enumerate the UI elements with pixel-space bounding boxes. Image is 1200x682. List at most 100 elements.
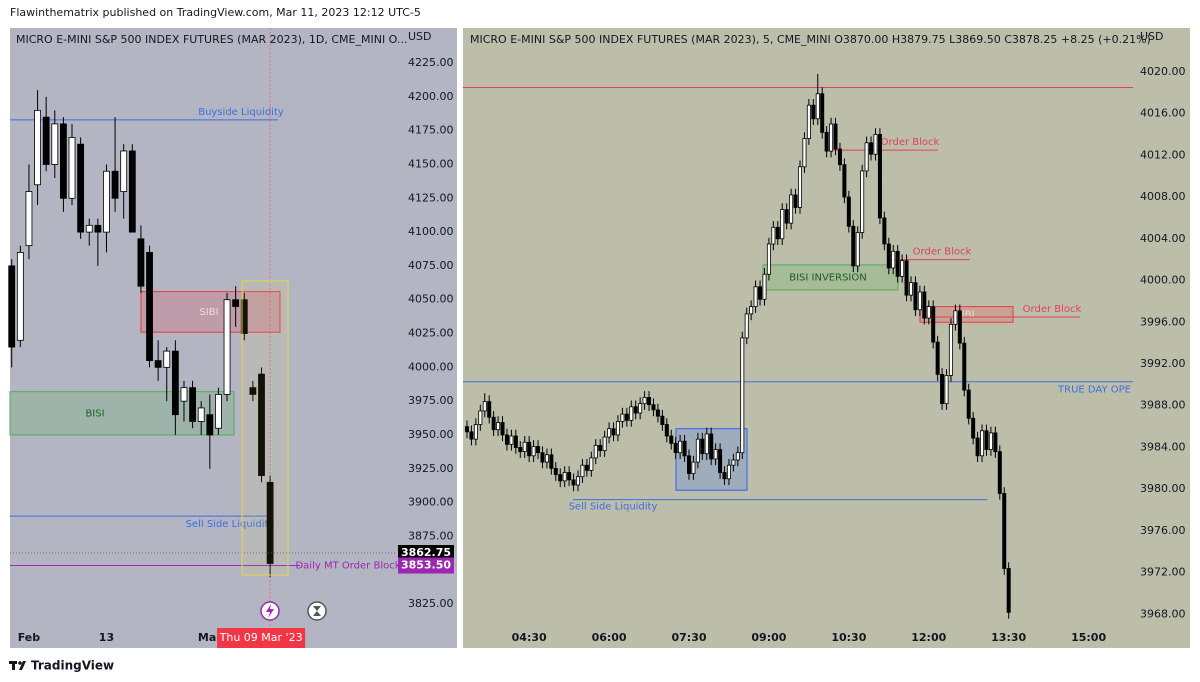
currency-label: USD	[1140, 30, 1164, 43]
candle-body	[811, 104, 816, 120]
candle-body	[25, 191, 33, 247]
y-tick-label: 3984.00	[1140, 440, 1186, 453]
candle-body	[820, 93, 825, 133]
candle-body	[85, 224, 93, 233]
candle-body	[731, 459, 736, 466]
candle-body	[527, 441, 532, 457]
candle-body	[704, 433, 709, 455]
candle-body	[678, 440, 683, 454]
x-tick-label: 15:00	[1071, 631, 1106, 644]
candle-body	[864, 142, 869, 172]
zone-label: BISI INVERSION	[789, 272, 866, 283]
y-tick-label: 4150.00	[408, 157, 454, 170]
brand-logo	[9, 661, 26, 670]
date-tag-label: Thu 09 Mar '23	[219, 631, 303, 644]
candle-body	[922, 291, 927, 319]
candle-body	[660, 415, 665, 425]
candle-body	[855, 232, 860, 267]
candle-body	[94, 224, 102, 233]
candle-body	[833, 123, 838, 150]
candle-body	[713, 449, 718, 460]
candle-body	[232, 299, 240, 307]
candle-body	[740, 337, 745, 454]
candle-body	[549, 454, 554, 469]
zone	[140, 291, 281, 333]
x-tick-label: 07:30	[671, 631, 706, 644]
level-label: TRUE DAY OPE	[1057, 385, 1131, 396]
candle-body	[780, 209, 785, 240]
candle-body	[16, 251, 24, 341]
candle-body	[997, 451, 1002, 494]
candle-body	[482, 401, 487, 412]
brand-name: TradingView	[31, 659, 114, 673]
y-tick-label: 3975.00	[408, 394, 454, 407]
zone	[762, 264, 899, 291]
session-icon[interactable]	[307, 601, 327, 621]
candle-body	[558, 474, 563, 482]
candle-body	[935, 341, 940, 375]
candle-body	[593, 444, 598, 459]
candle-body	[536, 446, 541, 454]
candle-body	[931, 306, 936, 343]
candle-body	[682, 440, 687, 457]
pane	[463, 28, 1190, 648]
candle-body	[34, 109, 41, 186]
y-tick-label: 3950.00	[408, 428, 454, 441]
candle-body	[806, 104, 811, 140]
candle-body	[60, 123, 67, 199]
candle-body	[869, 142, 874, 155]
lightning-icon	[266, 604, 274, 618]
candle-body	[464, 426, 469, 433]
candle-body	[642, 396, 647, 405]
y-tick-label: 3976.00	[1140, 524, 1186, 537]
candle-body	[589, 457, 594, 471]
candle-body	[975, 437, 980, 457]
y-tick-label: 4175.00	[408, 124, 454, 137]
x-tick-label: 13	[99, 631, 114, 644]
candle-body	[496, 422, 501, 431]
candle-body	[824, 131, 829, 152]
candle-body	[223, 299, 231, 395]
candle-body	[615, 420, 620, 436]
candle-body	[904, 260, 909, 296]
y-tick-label: 3980.00	[1140, 482, 1186, 495]
y-tick-label: 4100.00	[408, 225, 454, 238]
y-tick-label: 3988.00	[1140, 399, 1186, 412]
candle-body	[749, 306, 754, 315]
candle-body	[891, 250, 896, 269]
candle-body	[584, 464, 589, 471]
candle-body	[771, 226, 776, 245]
candle-body	[103, 170, 110, 233]
zone-label: BISI	[85, 408, 104, 419]
candle-body	[77, 143, 85, 233]
candle-body	[718, 449, 723, 473]
candle-body	[571, 479, 576, 486]
y-tick-label: 3972.00	[1140, 566, 1186, 579]
y-tick-label: 4000.00	[408, 360, 454, 373]
candle-body	[815, 93, 820, 120]
candle-body	[266, 481, 274, 564]
y-tick-label: 4008.00	[1140, 190, 1186, 203]
candle-body	[766, 243, 771, 275]
candle-body	[789, 194, 794, 224]
y-tick-label: 4125.00	[408, 191, 454, 204]
header-title: Flawinthematrix published on TradingView…	[10, 6, 421, 19]
candle-body	[664, 424, 669, 437]
candle-body	[695, 438, 700, 463]
x-tick-label: Mar	[198, 631, 222, 644]
candle-body	[984, 430, 989, 450]
candle-body	[784, 209, 789, 224]
candle-body	[722, 472, 727, 480]
candle-body	[540, 452, 545, 463]
y-tick-label: 4020.00	[1140, 65, 1186, 78]
chart-title: MICRO E-MINI S&P 500 INDEX FUTURES (MAR …	[470, 33, 1151, 46]
level-label: Buyside Liquidity	[198, 107, 284, 118]
y-tick-label: 3900.00	[408, 496, 454, 509]
candle-body	[531, 446, 536, 457]
candle-body	[988, 432, 993, 450]
candle-body	[686, 455, 691, 474]
pane	[10, 28, 457, 648]
x-tick-label: 09:00	[751, 631, 786, 644]
candle-body	[469, 431, 474, 440]
zone-label: SIBI	[199, 307, 218, 318]
